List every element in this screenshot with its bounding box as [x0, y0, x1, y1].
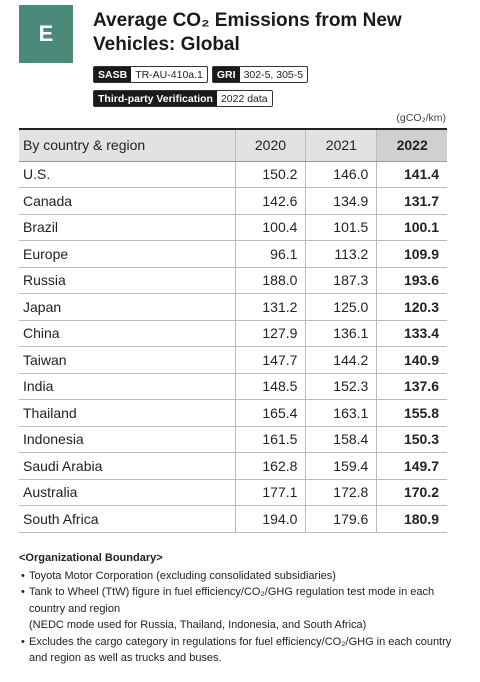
value-cell: 101.5 [305, 214, 377, 241]
value-cell: 155.8 [376, 399, 447, 427]
table-row: Taiwan 147.7 144.2 140.9 [19, 346, 447, 374]
table-row: Saudi Arabia 162.8 159.4 149.7 [19, 452, 447, 480]
value-cell: 179.6 [305, 505, 377, 533]
tag-value: 302-5, 305-5 [243, 68, 304, 81]
region-cell: Europe [19, 240, 235, 268]
tag-value: 2022 data [220, 92, 268, 105]
region-cell: India [19, 373, 235, 400]
value-cell: 180.9 [376, 505, 447, 533]
notes-heading: <Organizational Boundary> [19, 552, 163, 564]
value-cell: 100.4 [234, 214, 306, 241]
region-cell: Brazil [19, 214, 235, 241]
table-row: Australia 177.1 172.8 170.2 [19, 479, 447, 506]
table-row: U.S. 150.2 146.0 141.4 [19, 161, 447, 188]
region-cell: Japan [19, 293, 235, 321]
value-cell: 147.7 [234, 346, 306, 374]
column-header: 2021 [305, 129, 377, 162]
value-cell: 140.9 [376, 346, 447, 374]
tag: Third-party Verification 2022 data [93, 90, 273, 107]
tag-label: SASB [94, 67, 132, 82]
value-cell: 134.9 [305, 187, 377, 215]
region-cell: Australia [19, 479, 235, 506]
value-cell: 137.6 [376, 373, 447, 400]
table-row: Canada 142.6 134.9 131.7 [19, 187, 447, 215]
value-cell: 161.5 [234, 426, 306, 453]
column-header: By country & region [19, 129, 235, 162]
value-cell: 131.2 [234, 293, 306, 321]
value-cell: 162.8 [234, 452, 306, 480]
tag-label: Third-party Verification [94, 91, 217, 106]
value-cell: 113.2 [305, 240, 377, 268]
table-row: Brazil 100.4 101.5 100.1 [19, 214, 447, 241]
table-row: China 127.9 136.1 133.4 [19, 320, 447, 347]
table-body: U.S. 150.2 146.0 141.4 Canada 142.6 134.9 131.7… [19, 161, 447, 533]
region-cell: Saudi Arabia [19, 452, 235, 480]
table-row: Russia 188.0 187.3 193.6 [19, 267, 447, 294]
value-cell: 150.3 [376, 426, 447, 453]
tag-value: TR-AU-410a.1 [135, 68, 203, 81]
tag: GRI 302-5, 305-5 [211, 66, 309, 83]
value-cell: 159.4 [305, 452, 377, 480]
region-cell: China [19, 320, 235, 347]
tag-label: GRI [212, 67, 240, 82]
value-cell: 131.7 [376, 187, 447, 215]
value-cell: 170.2 [376, 479, 447, 506]
value-cell: 152.3 [305, 373, 377, 400]
value-cell: 150.2 [234, 161, 306, 188]
note-item: Toyota Motor Corporation (excluding cons… [19, 568, 459, 585]
column-header: 2022 [376, 129, 447, 162]
title: Average CO₂ Emissions from New Vehicles:… [93, 10, 402, 55]
notes-list: Toyota Motor Corporation (excluding cons… [19, 568, 459, 667]
value-cell: 127.9 [234, 320, 306, 347]
section-badge: E [19, 5, 73, 63]
region-cell: Thailand [19, 399, 235, 427]
value-cell: 148.5 [234, 373, 306, 400]
value-cell: 109.9 [376, 240, 447, 268]
table-row: Thailand 165.4 163.1 155.8 [19, 399, 447, 427]
region-cell: Indonesia [19, 426, 235, 453]
table-row: Japan 131.2 125.0 120.3 [19, 293, 447, 321]
value-cell: 165.4 [234, 399, 306, 427]
value-cell: 142.6 [234, 187, 306, 215]
table-row: India 148.5 152.3 137.6 [19, 373, 447, 400]
header-row: By country & region 2020 2021 2022 [19, 129, 447, 162]
value-cell: 146.0 [305, 161, 377, 188]
value-cell: 172.8 [305, 479, 377, 506]
note-item: (NEDC mode used for Russia, Thailand, In… [29, 619, 367, 631]
table-row: South Africa 194.0 179.6 180.9 [19, 505, 447, 533]
notes: <Organizational Boundary> Toyota Motor C… [19, 550, 459, 667]
tag: SASB TR-AU-410a.1 [93, 66, 208, 83]
value-cell: 194.0 [234, 505, 306, 533]
value-cell: 187.3 [305, 267, 377, 294]
value-cell: 133.4 [376, 320, 447, 347]
value-cell: 96.1 [234, 240, 306, 268]
value-cell: 158.4 [305, 426, 377, 453]
value-cell: 100.1 [376, 214, 447, 241]
tag-row: SASB TR-AU-410a.1 GRI 302-5, 305-5 [93, 66, 309, 83]
note-item: Tank to Wheel (TtW) figure in fuel effic… [19, 584, 459, 617]
value-cell: 136.1 [305, 320, 377, 347]
region-cell: U.S. [19, 161, 235, 188]
value-cell: 141.4 [376, 161, 447, 188]
value-cell: 144.2 [305, 346, 377, 374]
region-cell: Russia [19, 267, 235, 294]
value-cell: 120.3 [376, 293, 447, 321]
tag-row: Third-party Verification 2022 data [93, 90, 273, 107]
table-row: Indonesia 161.5 158.4 150.3 [19, 426, 447, 453]
value-cell: 149.7 [376, 452, 447, 480]
note-item: Excludes the cargo category in regulatio… [19, 634, 459, 667]
value-cell: 125.0 [305, 293, 377, 321]
value-cell: 188.0 [234, 267, 306, 294]
value-cell: 163.1 [305, 399, 377, 427]
region-cell: Canada [19, 187, 235, 215]
region-cell: Taiwan [19, 346, 235, 374]
table-row: Europe 96.1 113.2 109.9 [19, 240, 447, 268]
region-cell: South Africa [19, 505, 235, 533]
unit-label: (gCO₂/km) [396, 112, 446, 124]
value-cell: 193.6 [376, 267, 447, 294]
value-cell: 177.1 [234, 479, 306, 506]
emissions-table: By country & region 2020 2021 2022 U.S. 150.… [19, 128, 447, 533]
column-header: 2020 [234, 129, 306, 162]
